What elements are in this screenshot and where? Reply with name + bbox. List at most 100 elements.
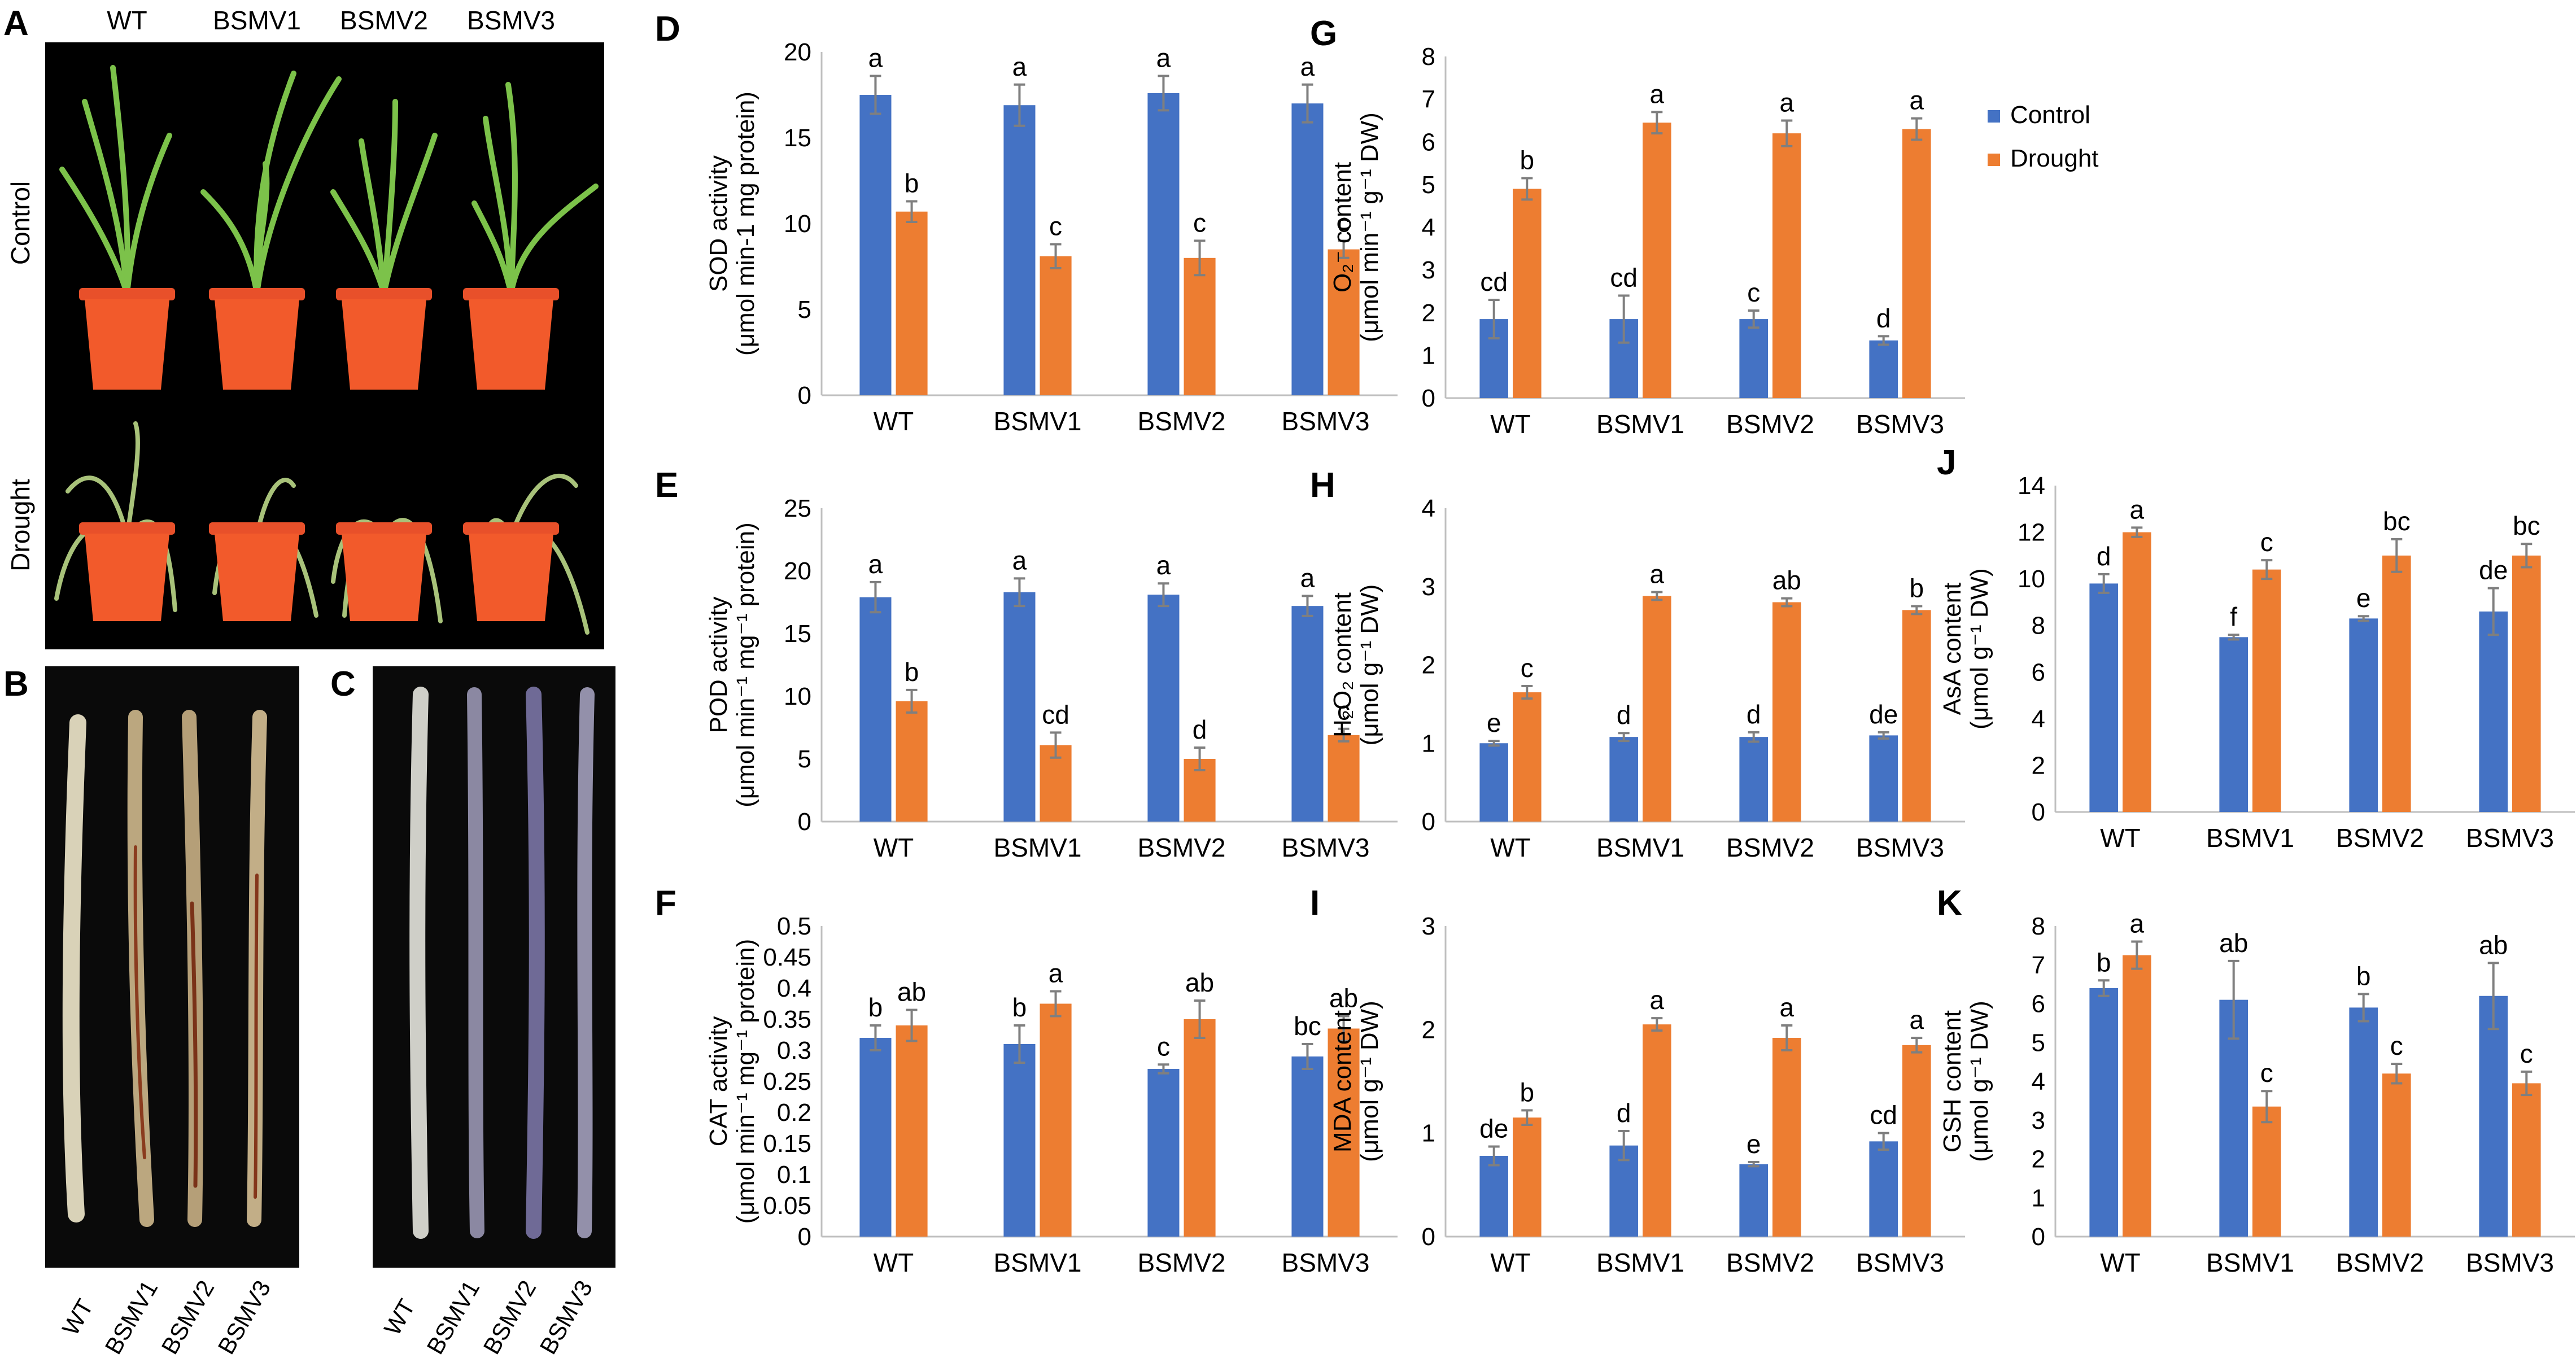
panel-a: A WT BSMV1 BSMV2 BSMV3 Control Drought (3, 4, 604, 649)
significance-label: a (1049, 959, 1063, 988)
significance-label: e (2356, 583, 2371, 613)
bar-drought (1902, 1045, 1931, 1237)
bar-control (1147, 93, 1180, 395)
legend-swatch-control (1988, 110, 2000, 123)
x-tick-label: BSMV3 (1282, 1248, 1370, 1277)
y-tick-label: 1 (1422, 342, 1435, 369)
y-axis-title: CAT activity (705, 1016, 732, 1147)
significance-label: a (1300, 52, 1315, 81)
y-axis-unit: (μmol min⁻¹ mg⁻¹ protein) (732, 939, 759, 1224)
significance-label: f (2230, 602, 2237, 631)
y-tick-label: 3 (1422, 256, 1435, 284)
y-tick-label: 0.3 (777, 1037, 811, 1064)
bar-drought (1184, 1019, 1216, 1237)
y-tick-label: 8 (2032, 912, 2045, 940)
x-tick-label: BSMV2 (2336, 1248, 2424, 1277)
x-tick-label: BSMV2 (1138, 407, 1226, 436)
bar-control (1291, 606, 1324, 822)
bar-control (1739, 737, 1768, 822)
y-tick-label: 10 (784, 210, 811, 238)
bar-control (2349, 618, 2378, 812)
significance-label: e (1487, 708, 1501, 737)
x-tick-label: BSMV1 (1596, 409, 1684, 439)
x-tick-label: WT (1490, 833, 1531, 862)
significance-label: a (1650, 985, 1665, 1015)
y-axis-unit: (μmol g⁻¹ DW) (1356, 584, 1383, 746)
y-tick-label: 0.05 (763, 1192, 811, 1220)
y-tick-label: 0 (1422, 385, 1435, 412)
y-tick-label: 25 (784, 495, 811, 522)
bar-control (1003, 1044, 1036, 1237)
bar-control (859, 95, 892, 395)
y-tick-label: 2 (1422, 299, 1435, 327)
y-tick-label: 10 (2018, 565, 2045, 593)
bar-drought (2382, 1073, 2411, 1237)
y-tick-label: 0.45 (763, 944, 811, 971)
legend-label-drought: Drought (2010, 145, 2099, 172)
bar-drought (2252, 569, 2281, 812)
y-tick-label: 4 (1422, 214, 1435, 242)
bar-control (1291, 103, 1324, 395)
y-tick-label: 5 (2032, 1029, 2045, 1056)
bar-drought (1040, 256, 1072, 395)
bar-control (1609, 737, 1638, 822)
y-tick-label: 4 (1422, 495, 1435, 522)
y-tick-label: 0.25 (763, 1068, 811, 1095)
x-tick-label: BSMV3 (1856, 833, 1944, 862)
significance-label: a (1910, 1005, 1924, 1034)
y-tick-label: 2 (1422, 1016, 1435, 1043)
significance-label: ab (897, 977, 926, 1007)
x-tick-label: BSMV1 (994, 407, 1082, 436)
dab-stained-leaves (62, 710, 267, 1227)
y-tick-label: 4 (2032, 705, 2045, 733)
bar-drought (1040, 1003, 1072, 1237)
y-tick-label: 0 (2032, 1223, 2045, 1251)
bar-drought (896, 701, 928, 822)
x-tick-label: BSMV1 (1596, 1248, 1684, 1277)
y-axis-unit: (μmol g⁻¹ DW) (1966, 568, 1993, 730)
y-tick-label: 8 (1422, 43, 1435, 71)
y-tick-label: 0.15 (763, 1130, 811, 1158)
y-tick-label: 0.5 (777, 912, 811, 940)
x-tick-label: WT (874, 833, 914, 862)
significance-label: a (868, 43, 883, 73)
y-tick-label: 0 (798, 808, 811, 836)
bar-drought (1328, 249, 1360, 395)
column-label-wt: WT (107, 6, 147, 35)
significance-label: a (1910, 86, 1924, 115)
bar-control (1003, 105, 1036, 396)
y-tick-label: 3 (1422, 912, 1435, 940)
y-tick-label: 0 (2032, 798, 2045, 826)
bar-drought (2382, 555, 2411, 812)
y-tick-label: 1 (1422, 730, 1435, 757)
significance-label: d (2097, 542, 2111, 571)
chart-j: J 0 2 4 6 8 10 12 14 AsA content (μmol g⁻¹ DW) WT da… (1937, 443, 2575, 853)
bar-control (1147, 595, 1180, 822)
bar-control (2479, 611, 2508, 812)
significance-label: c (2520, 1039, 2533, 1068)
significance-label: de (2479, 556, 2508, 585)
significance-label: a (1650, 79, 1665, 108)
x-tick-label: BSMV1 (1596, 833, 1684, 862)
significance-label: b (2097, 948, 2111, 977)
chart-e: E 0 5 10 15 20 25 POD activity (μmol min⁻¹ mg⁻¹ … (655, 466, 1398, 862)
significance-label: b (1520, 146, 1535, 175)
bar-drought (2512, 555, 2541, 812)
panel-letter: G (1310, 14, 1337, 53)
bar-drought (1513, 1117, 1542, 1237)
legend-swatch-drought (1988, 154, 2000, 166)
significance-label: a (2130, 909, 2145, 938)
y-axis-title: O₂⁻ content (1329, 162, 1356, 292)
x-tick-label: BSMV2 (1138, 1248, 1226, 1277)
x-tick-label: BSMV2 (1726, 833, 1814, 862)
y-tick-label: 0.1 (777, 1161, 811, 1189)
significance-label: a (1156, 551, 1171, 580)
legend-label-control: Control (2010, 101, 2090, 129)
bar-control (2089, 583, 2118, 812)
significance-label: c (1049, 211, 1062, 241)
x-tick-label: BSMV2 (1726, 1248, 1814, 1277)
significance-label: b (1520, 1077, 1535, 1107)
y-tick-label: 5 (798, 745, 811, 773)
x-tick-label: BSMV3 (2466, 823, 2554, 853)
x-tick-label: BSMV3 (1282, 833, 1370, 862)
